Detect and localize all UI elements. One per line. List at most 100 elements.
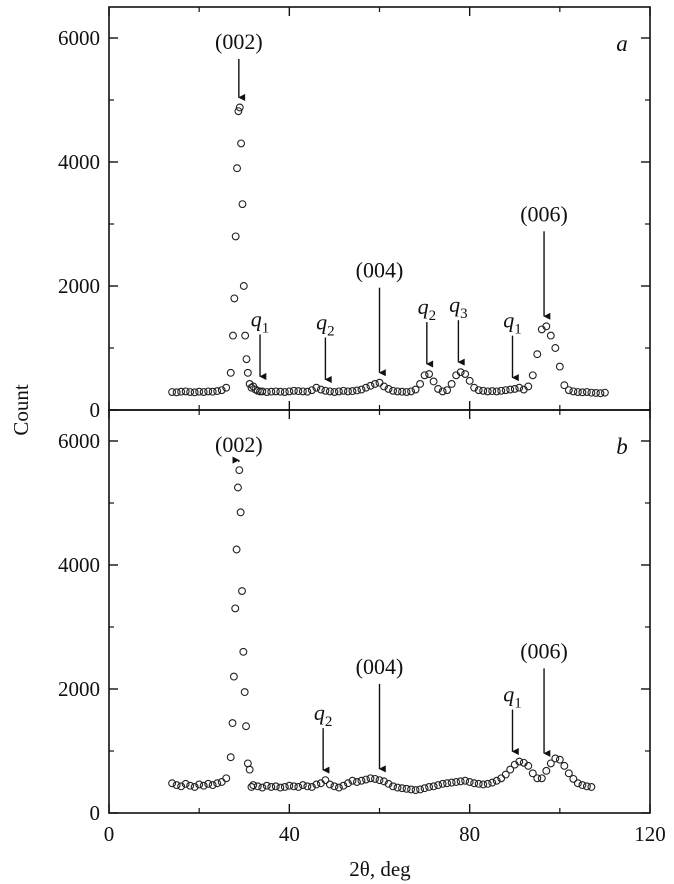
data-point xyxy=(242,722,251,731)
q-label: q2 xyxy=(314,700,333,730)
data-point xyxy=(298,781,307,790)
data-point xyxy=(334,783,343,792)
data-point xyxy=(555,755,564,764)
data-point xyxy=(380,382,388,391)
data-point xyxy=(407,387,416,396)
data-point xyxy=(231,232,240,241)
data-point xyxy=(353,778,361,786)
data-point xyxy=(249,781,258,790)
data-point xyxy=(234,107,243,116)
data-point xyxy=(533,774,542,783)
peak-label: (006) xyxy=(520,638,568,663)
data-point xyxy=(267,783,276,791)
data-point xyxy=(479,780,488,789)
data-point xyxy=(461,776,470,785)
data-point xyxy=(569,774,578,783)
data-point xyxy=(243,368,252,377)
data-point xyxy=(289,386,298,395)
data-point xyxy=(492,387,501,396)
data-point xyxy=(515,383,524,392)
data-point xyxy=(497,386,506,395)
data-point xyxy=(573,779,582,788)
data-point xyxy=(321,776,330,785)
q-label: q2 xyxy=(316,310,335,340)
data-point xyxy=(312,383,321,392)
data-point xyxy=(479,386,488,395)
data-point xyxy=(238,200,247,209)
data-point xyxy=(542,766,551,775)
data-point xyxy=(362,775,370,784)
data-point xyxy=(280,783,289,791)
data-point xyxy=(587,388,596,397)
data-point xyxy=(330,782,339,791)
data-point xyxy=(245,765,254,774)
data-point xyxy=(506,385,515,394)
q-label: q2 xyxy=(418,294,437,324)
data-point xyxy=(217,778,226,786)
data-point xyxy=(177,782,186,791)
data-point xyxy=(564,769,573,778)
data-point xyxy=(232,545,241,554)
data-point xyxy=(402,388,411,396)
data-point xyxy=(398,387,406,396)
data-point xyxy=(226,753,235,762)
data-point xyxy=(242,355,251,364)
data-point xyxy=(447,778,456,787)
data-point xyxy=(168,779,177,788)
data-point xyxy=(343,387,352,396)
data-point xyxy=(208,781,217,790)
data-point xyxy=(208,387,217,396)
data-point xyxy=(582,782,591,791)
data-point xyxy=(271,387,280,396)
data-point xyxy=(393,387,402,396)
data-point xyxy=(199,781,208,790)
q-label: q1 xyxy=(503,682,522,712)
x-tick-label: 40 xyxy=(279,822,300,846)
data-point xyxy=(564,386,573,395)
data-point xyxy=(343,779,352,788)
data-point xyxy=(515,757,524,766)
data-point xyxy=(551,344,560,352)
data-point xyxy=(371,774,379,783)
data-point xyxy=(325,780,334,789)
data-point xyxy=(560,381,569,390)
data-point xyxy=(510,384,519,393)
y-tick-label: 6000 xyxy=(58,26,100,50)
data-point xyxy=(217,386,226,395)
y-tick-label: 0 xyxy=(90,398,101,422)
data-point xyxy=(501,386,510,395)
data-point xyxy=(213,387,222,396)
data-point xyxy=(578,781,587,790)
data-point xyxy=(375,378,384,387)
data-point xyxy=(371,380,379,388)
data-point xyxy=(506,765,515,774)
data-point xyxy=(172,781,181,790)
data-point xyxy=(488,778,497,787)
data-point xyxy=(231,604,240,613)
data-point xyxy=(239,647,248,656)
data-point xyxy=(241,331,250,340)
data-point xyxy=(402,784,411,793)
data-point xyxy=(551,754,560,763)
q-label: q1 xyxy=(251,306,270,336)
data-point xyxy=(228,719,237,728)
data-point xyxy=(230,294,239,303)
peak-label: (004) xyxy=(356,654,404,679)
y-tick-label: 2000 xyxy=(58,677,100,701)
y-tick-label: 2000 xyxy=(58,274,100,298)
data-point xyxy=(229,672,238,681)
data-point xyxy=(186,781,195,790)
data-point xyxy=(235,466,244,475)
data-point xyxy=(289,782,298,791)
data-point xyxy=(239,282,248,290)
data-point xyxy=(339,781,348,790)
data-point xyxy=(461,370,470,378)
data-point xyxy=(533,350,542,359)
peak-label: (006) xyxy=(520,201,568,226)
data-point xyxy=(186,388,195,396)
data-point xyxy=(465,778,474,786)
data-point xyxy=(452,778,461,786)
data-point xyxy=(470,779,479,788)
data-point xyxy=(528,371,537,380)
data-point xyxy=(262,781,271,790)
